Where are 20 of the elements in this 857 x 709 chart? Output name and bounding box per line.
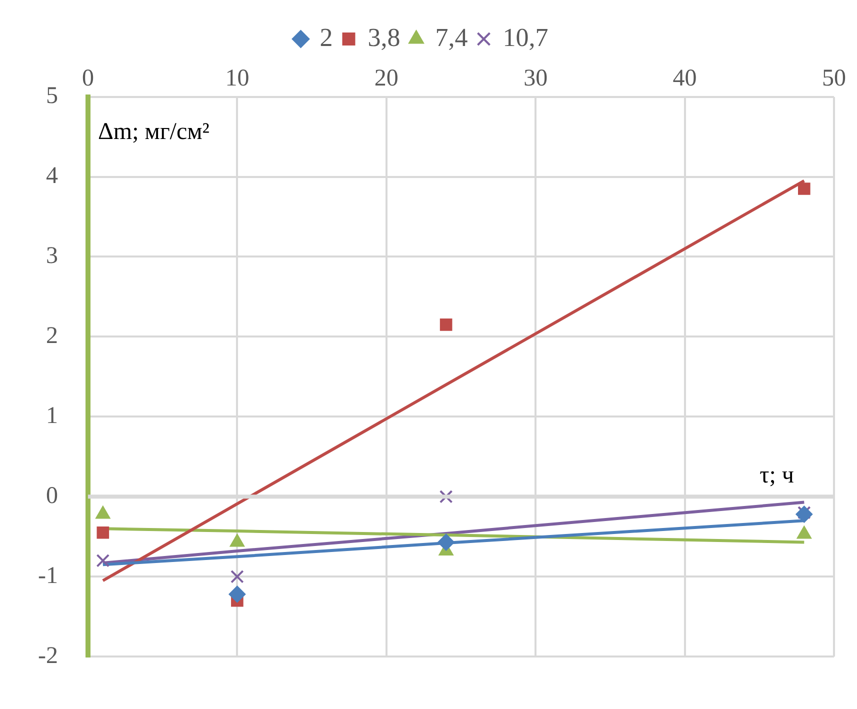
y-tick-label: 3 (46, 243, 58, 270)
x-tick-label: 0 (82, 66, 94, 92)
y-tick-label: -1 (38, 562, 58, 589)
legend-label: 7,4 (435, 22, 468, 52)
x-tick-label: 40 (672, 66, 697, 92)
y-axis-title: Δm; мг/см² (98, 118, 210, 145)
x-axis-title: τ; ч (760, 462, 794, 489)
y-tick-label: -2 (38, 642, 58, 669)
legend-label: 3,8 (368, 22, 400, 52)
legend-label: 10,7 (502, 22, 548, 52)
y-tick-label: 4 (46, 163, 58, 190)
y-tick-label: 2 (46, 323, 58, 350)
x-tick-label: 10 (225, 66, 250, 92)
x-tick-label: 50 (822, 66, 846, 92)
y-tick-label: 0 (46, 482, 58, 509)
legend-label: 2 (320, 22, 333, 52)
x-tick-label: 30 (524, 66, 548, 92)
x-tick-label: 20 (374, 66, 398, 92)
y-tick-label: 5 (46, 83, 58, 110)
y-tick-label: 1 (46, 402, 58, 429)
